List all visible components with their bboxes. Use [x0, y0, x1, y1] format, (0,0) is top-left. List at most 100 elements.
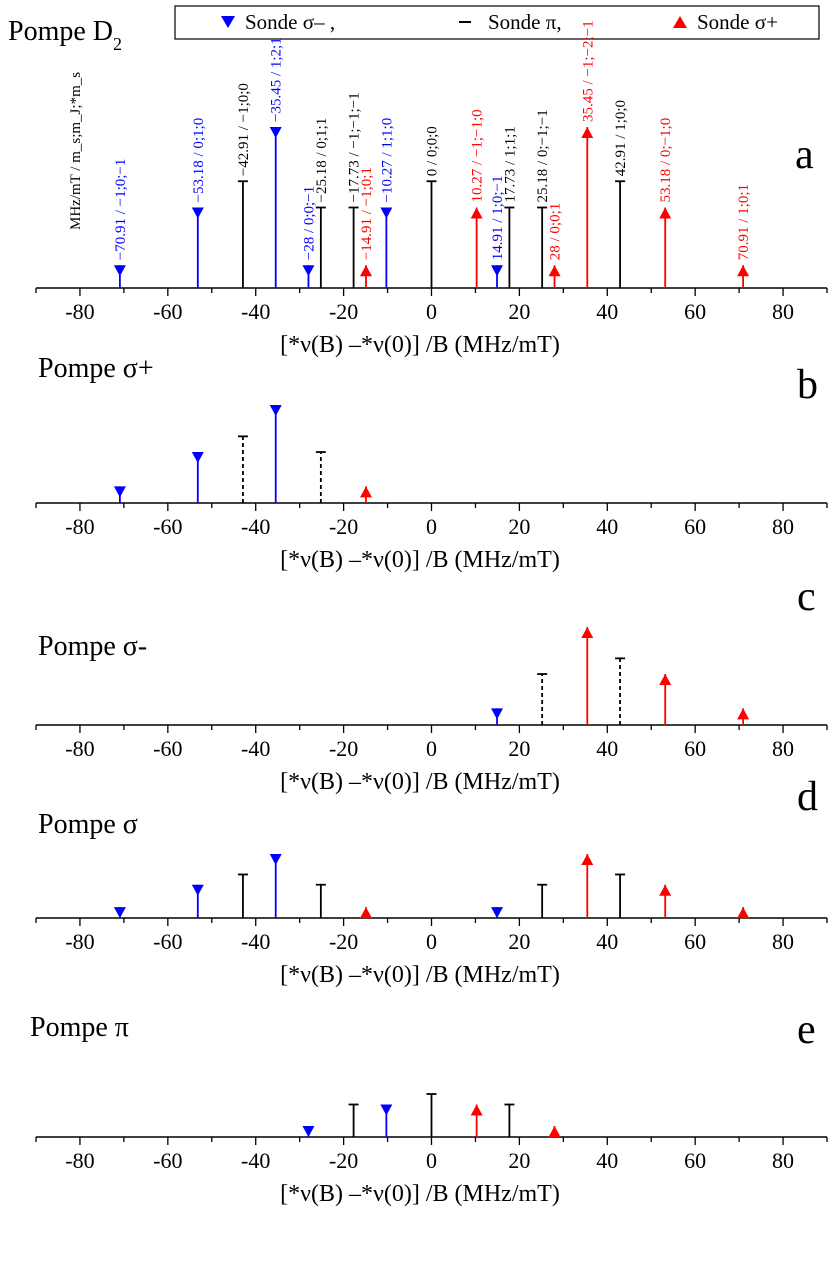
stem-annotation: 0 / 0;0;0 — [425, 126, 441, 176]
stem-marker-triangle-down — [269, 854, 282, 865]
stem-sigma-minus — [113, 486, 126, 503]
panel-letter: c — [797, 574, 816, 620]
panel-title: Pompe σ — [38, 809, 138, 840]
stem-sigma-plus — [359, 486, 372, 503]
panel-letter: d — [797, 774, 818, 820]
tick-label: -20 — [329, 929, 358, 954]
tick-label: 0 — [426, 929, 437, 954]
tick-label: 80 — [772, 299, 794, 324]
stem-pi: 25.18 / 0;−1;−1 — [535, 109, 551, 288]
tick-label: 60 — [684, 514, 706, 539]
tick-label: -40 — [241, 1148, 270, 1173]
stem-marker-triangle-down — [491, 907, 504, 919]
panel-letter: a — [795, 132, 814, 178]
stem-marker-triangle-down — [113, 265, 126, 277]
stem-sigma-minus: −10.27 / 1;1;0 — [379, 118, 395, 288]
stem-sigma-minus — [269, 405, 282, 503]
stem-pi — [615, 873, 626, 918]
stem-marker-triangle-up — [659, 884, 672, 896]
stem-sigma-plus — [470, 1104, 483, 1137]
legend: Sonde σ– , Sonde π, Sonde σ+ — [174, 5, 820, 40]
stem-sigma-plus — [737, 907, 750, 919]
stem-marker-triangle-up — [737, 265, 750, 277]
stem-marker-triangle-down — [191, 884, 204, 896]
stem-annotation: 42.91 / 1;0;0 — [613, 100, 629, 176]
stem-sigma-plus: −14.91 / −1;0;1 — [359, 167, 375, 288]
tick-label: -80 — [65, 299, 94, 324]
stem-pi — [615, 657, 626, 725]
stem-sigma-plus — [581, 854, 594, 918]
stem-sigma-plus — [737, 708, 750, 725]
stem-pi: 42.91 / 1;0;0 — [613, 100, 629, 288]
panel-title: Pompe σ- — [38, 631, 147, 662]
x-axis-title: [*ν(B) –*ν(0)] /B (MHz/mT) — [280, 769, 560, 795]
stem-annotation: 14.91 / 1;0;−1 — [490, 176, 506, 261]
stem-pi: 17.73 / 1;1;1 — [502, 126, 518, 288]
tick-label: -20 — [329, 736, 358, 761]
tick-label: -80 — [65, 736, 94, 761]
stem-annotation: −17.73 / −1;−1;−1 — [347, 92, 363, 202]
stem-marker-triangle-up — [737, 907, 750, 919]
stem-marker-triangle-down — [191, 207, 204, 219]
stem-annotation: −42.91 / −1;0;0 — [236, 83, 252, 176]
stem-pi — [237, 435, 248, 503]
stem-marker-triangle-down — [491, 708, 504, 720]
tick-label: 40 — [596, 1148, 618, 1173]
stem-sigma-minus: −28 / 0;0;−1 — [301, 186, 317, 288]
panel-e: -80 -60 -40 -20 0 20 40 60 80 [*ν(B) –*ν(0)] /B (… — [30, 1007, 828, 1207]
stem-annotation: −28 / 0;0;−1 — [301, 186, 317, 260]
stem-sigma-minus: 14.91 / 1;0;−1 — [490, 176, 506, 288]
tick-label: -20 — [329, 514, 358, 539]
stem-marker-triangle-up — [659, 207, 672, 219]
tick-label: 60 — [684, 299, 706, 324]
tick-label: 0 — [426, 1148, 437, 1173]
tick-label: 0 — [426, 736, 437, 761]
tick-label: 20 — [508, 929, 530, 954]
stem-pi — [237, 873, 248, 918]
stem-sigma-minus — [380, 1104, 393, 1137]
tick-label: 80 — [772, 514, 794, 539]
stem-pi — [315, 883, 326, 918]
tick-label: 40 — [596, 736, 618, 761]
stem-annotation: 25.18 / 0;−1;−1 — [535, 109, 551, 202]
stem-sigma-minus — [269, 854, 282, 918]
stem-sigma-plus — [548, 1126, 561, 1137]
x-axis-title: [*ν(B) –*ν(0)] /B (MHz/mT) — [280, 1181, 560, 1207]
stem-annotation: −10.27 / 1;1;0 — [379, 118, 395, 203]
stem-marker-triangle-down — [269, 127, 282, 138]
stem-annotation: 28 / 0;0;1 — [548, 203, 564, 261]
tick-label: 80 — [772, 1148, 794, 1173]
stem-marker-triangle-up — [581, 854, 594, 865]
stem-pi — [537, 883, 548, 918]
tick-label: 0 — [426, 514, 437, 539]
stem-pi — [426, 1093, 437, 1137]
tick-label: 60 — [684, 1148, 706, 1173]
stem-sigma-plus: 35.45 / −1;−2;−1 — [580, 20, 596, 288]
stem-marker-triangle-up — [359, 265, 372, 277]
stem-marker-triangle-up — [359, 907, 372, 919]
stem-pi — [348, 1103, 359, 1137]
panel-a: -80 -60 -40 -20 0 20 40 60 80 [*ν(B) –*ν(0)] /B (… — [35, 20, 828, 358]
stem-pi: −42.91 / −1;0;0 — [236, 83, 252, 288]
x-axis-title: [*ν(B) –*ν(0)] /B (MHz/mT) — [280, 547, 560, 573]
legend-label: Sonde σ– , — [245, 10, 335, 34]
legend-label: Sonde π, — [488, 10, 562, 34]
tick-label: 80 — [772, 736, 794, 761]
stem-annotation: 53.18 / 0;−1;0 — [658, 118, 674, 203]
pump-title-main: Pompe D2 — [8, 16, 122, 54]
stem-pi — [504, 1103, 515, 1137]
panel-b: -80 -60 -40 -20 0 20 40 60 80 [*ν(B) –*ν(0)] /B (… — [35, 353, 828, 573]
stem-annotation: 35.45 / −1;−2;−1 — [580, 20, 596, 122]
tick-label: -60 — [153, 514, 182, 539]
stem-sigma-plus — [359, 907, 372, 919]
stem-sigma-minus: −35.45 / 1;2;1 — [269, 37, 285, 288]
legend-label: Sonde σ+ — [697, 10, 778, 34]
stem-marker-triangle-up — [548, 265, 561, 277]
stem-marker-triangle-down — [113, 907, 126, 919]
stem-marker-triangle-down — [380, 1104, 393, 1116]
stem-annotation: 10.27 / −1;−1;0 — [470, 109, 486, 202]
stem-sigma-minus — [191, 884, 204, 918]
tick-label: -80 — [65, 929, 94, 954]
stem-pi — [315, 451, 326, 503]
tick-label: 40 — [596, 929, 618, 954]
